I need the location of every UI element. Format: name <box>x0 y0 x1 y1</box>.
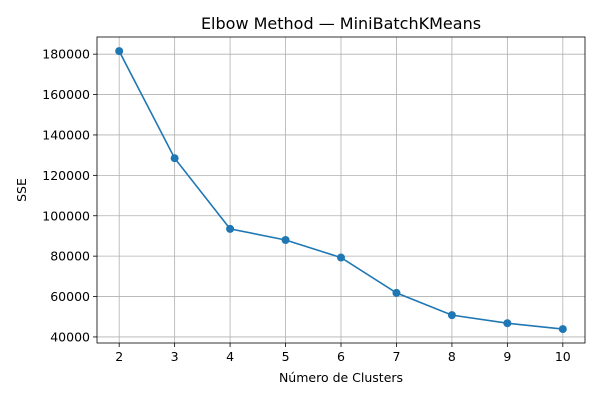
x-tick-label: 9 <box>503 349 511 364</box>
x-tick-label: 3 <box>171 349 179 364</box>
data-point <box>392 288 401 297</box>
data-point <box>503 319 512 328</box>
x-tick-label: 6 <box>337 349 345 364</box>
data-point <box>337 253 345 262</box>
x-tick-label: 2 <box>115 349 123 364</box>
data-point <box>115 47 124 56</box>
plot-frame <box>96 36 586 344</box>
data-point <box>226 224 235 233</box>
y-tick-label: 60000 <box>50 289 90 304</box>
series-layer <box>115 47 567 334</box>
y-axis-label: SSE <box>14 178 29 202</box>
y-tick-label: 140000 <box>42 127 90 142</box>
y-tick-label: 120000 <box>42 168 90 183</box>
tick-layer: 2 3 4 5 6 7 8 9 10 40000 60000 80000 100000 120000 140… <box>42 47 571 364</box>
x-axis-label: Número de Clusters <box>279 370 403 385</box>
data-point <box>170 154 179 163</box>
x-tick-label: 10 <box>555 349 571 364</box>
data-point <box>558 325 567 334</box>
y-tick-label: 40000 <box>50 329 90 344</box>
x-tick-label: 7 <box>392 349 400 364</box>
y-tick-label: 100000 <box>42 208 90 223</box>
y-tick-label: 180000 <box>42 47 90 62</box>
x-tick-label: 5 <box>282 349 290 364</box>
x-tick-label: 4 <box>226 349 234 364</box>
y-tick-label: 80000 <box>50 249 90 264</box>
chart-title: Elbow Method — MiniBatchKMeans <box>201 14 481 33</box>
grid-layer <box>97 37 585 343</box>
y-tick-label: 160000 <box>42 87 90 102</box>
x-tick-label: 8 <box>448 349 456 364</box>
data-point <box>447 311 456 320</box>
data-point <box>281 235 290 244</box>
